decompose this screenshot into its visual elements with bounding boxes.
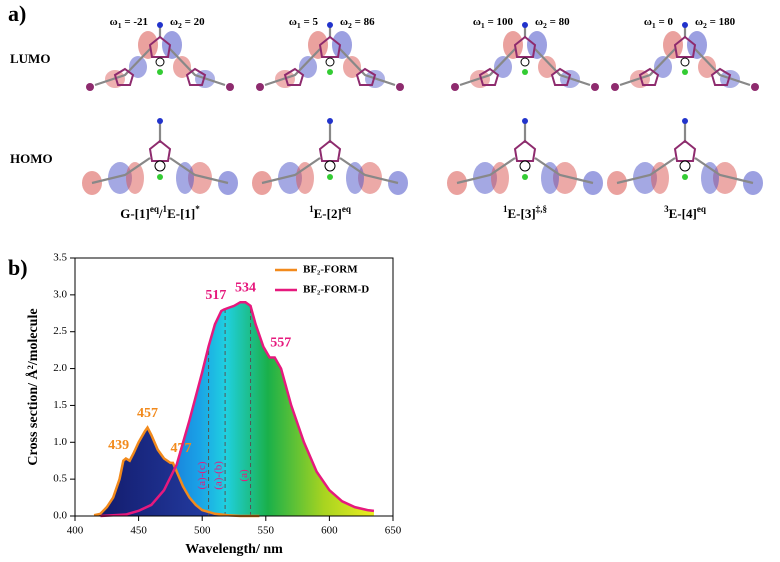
- area-fill: [100, 302, 374, 516]
- y-tick-label: 3.5: [53, 252, 67, 264]
- omega-label: ω1 = 0: [644, 16, 674, 31]
- omega-label-part: = 20: [182, 16, 205, 28]
- x-tick-label: 550: [258, 525, 275, 537]
- molecule-image: [449, 22, 601, 93]
- structure-label-part: 1: [309, 204, 314, 214]
- panel-a-labels: ω1 = -21 ω2 = 20G-[1]eq/1E-[1]*ω1 = 5 ω2 =…: [110, 16, 736, 221]
- omega-label-part: ω: [535, 16, 543, 28]
- omega-label-part: = 100: [485, 16, 514, 28]
- series-line: [93, 425, 260, 518]
- row-label: HOMO: [10, 151, 53, 166]
- peak-label: 457: [137, 406, 158, 421]
- peak-label: 439: [108, 438, 129, 453]
- legend-label: BF₂-FORM-D: [303, 284, 369, 296]
- omega-label-part: 2: [703, 21, 707, 30]
- peak-label: 534: [235, 280, 256, 295]
- x-tick-label: 400: [67, 525, 84, 537]
- structure-label-part: G-[1]: [120, 206, 150, 221]
- y-tick-label: 1.0: [53, 436, 67, 448]
- omega-label-part: ω: [170, 16, 178, 28]
- omega-label-part: ω: [695, 16, 703, 28]
- structure-label-part: /: [158, 206, 163, 221]
- omega-label: ω1 = -21: [110, 16, 148, 31]
- structure-label-part: E-[3]: [508, 206, 536, 221]
- molecule-image: [250, 118, 410, 197]
- structure-label-part: 1: [503, 204, 508, 214]
- structure-label-part: E-[4]: [669, 206, 697, 221]
- structure-label-part: eq: [342, 204, 351, 214]
- omega-label-part: 1: [481, 21, 485, 30]
- y-tick-label: 2.0: [53, 362, 67, 374]
- omega-label-part: 1: [652, 21, 656, 30]
- structure-label-part: ‡,§: [536, 204, 547, 214]
- omega-label: ω1 = 5: [289, 16, 319, 31]
- omega-label-part: ω: [340, 16, 348, 28]
- omega-label-part: = 80: [547, 16, 570, 28]
- x-tick-label: 500: [194, 525, 211, 537]
- omega-label-part: ω: [289, 16, 297, 28]
- panel-label: a): [8, 1, 26, 26]
- omega-label: ω2 = 180: [695, 16, 736, 31]
- structure-label-part: 1: [163, 204, 168, 214]
- row-label: LUMO: [10, 51, 50, 66]
- x-tick-label: 450: [130, 525, 147, 537]
- y-tick-label: 1.5: [53, 399, 67, 411]
- molecule-image: [445, 118, 605, 197]
- structure-label: 1E-[2]eq: [309, 204, 351, 221]
- structure-label-part: 3: [664, 204, 669, 214]
- molecule-image: [605, 118, 765, 197]
- x-tick-label: 600: [321, 525, 338, 537]
- structure-label: 1E-[3]‡,§: [503, 204, 547, 221]
- omega-label-part: = -21: [122, 16, 148, 28]
- peak-label: 557: [270, 336, 291, 351]
- omega-label: ω2 = 86: [340, 16, 375, 31]
- omega-label-part: = 180: [707, 16, 736, 28]
- omega-label-part: 1: [297, 21, 301, 30]
- molecule-image: [609, 22, 761, 93]
- x-tick-label: 650: [385, 525, 402, 537]
- y-tick-label: 2.5: [53, 325, 67, 337]
- omega-label: ω1 = 100: [473, 16, 514, 31]
- legend-label: BF₂-FORM: [303, 264, 358, 276]
- omega-label-part: = 5: [301, 16, 319, 28]
- chart: b) Wavelength/ nm Cross section/ Å²/molecu…: [8, 252, 402, 558]
- marker-label: (a)-(b): [213, 461, 225, 490]
- x-axis-label: Wavelength/ nm: [185, 542, 283, 557]
- omega-label-part: 2: [348, 21, 352, 30]
- structure-label-part: *: [195, 204, 200, 214]
- marker-label: (a): [238, 469, 250, 482]
- y-tick-label: 3.0: [53, 288, 67, 300]
- omega-label-part: 1: [118, 21, 122, 30]
- structure-label-part: eq: [697, 204, 706, 214]
- omega-label-part: 2: [178, 21, 182, 30]
- structure-label-part: E-[2]: [314, 206, 342, 221]
- marker-label: (a)-(c): [196, 461, 208, 489]
- omega-label-part: = 0: [656, 16, 674, 28]
- y-tick-label: 0.5: [53, 473, 67, 485]
- plot-frame: [74, 257, 394, 517]
- omega-label-part: ω: [644, 16, 652, 28]
- molecule-image: [80, 118, 240, 197]
- panel-label: b): [8, 255, 28, 280]
- omega-label-part: ω: [473, 16, 481, 28]
- omega-label: ω2 = 20: [170, 16, 205, 31]
- structure-label-part: eq: [150, 204, 159, 214]
- peak-label: 517: [205, 288, 226, 303]
- structure-label: 3E-[4]eq: [664, 204, 706, 221]
- omega-label-part: = 86: [352, 16, 375, 28]
- omega-label: ω2 = 80: [535, 16, 570, 31]
- omega-label-part: 2: [543, 21, 547, 30]
- molecule-image: [84, 22, 236, 93]
- omega-label-part: ω: [110, 16, 118, 28]
- y-axis-label: Cross section/ Å²/molecule: [25, 308, 41, 465]
- molecule-image: [254, 22, 406, 93]
- series-line: [100, 300, 375, 518]
- structure-label: G-[1]eq/1E-[1]*: [120, 204, 200, 221]
- structure-label-part: E-[1]: [167, 206, 195, 221]
- y-tick-label: 0.0: [53, 510, 67, 522]
